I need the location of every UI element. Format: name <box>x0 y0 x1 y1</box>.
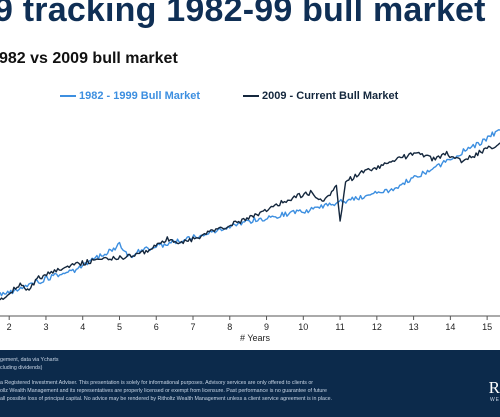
line-chart: 2 3 4 5 6 7 8 9 10 11 12 13 14 15 <box>0 129 500 332</box>
x-tick-label: 5 <box>117 322 122 332</box>
legend-item-2009: 2009 - Current Bull Market <box>243 90 398 102</box>
company-logo: R <box>488 378 500 397</box>
x-tick-label: 2 <box>7 322 12 332</box>
x-ticks: 2 3 4 5 6 7 8 9 10 11 12 13 14 15 <box>7 316 492 332</box>
x-tick-label: 10 <box>298 322 308 332</box>
legend-swatch-2009 <box>243 95 259 97</box>
x-tick-label: 6 <box>154 322 159 332</box>
legend-swatch-1982 <box>60 95 76 97</box>
footnote-source: gement, data via Ycharts <box>0 357 59 363</box>
x-tick-label: 7 <box>191 322 196 332</box>
disclaimer-line-1: a Registered Investment Adviser. This pr… <box>0 380 314 386</box>
x-tick-label: 15 <box>482 322 492 332</box>
series-line-2009-current <box>0 142 500 301</box>
disclaimer-line-3: all possible loss of principal capital. … <box>0 396 333 402</box>
legend-item-1982: 1982 - 1999 Bull Market <box>60 90 200 102</box>
series-line-1982-1999 <box>0 129 500 297</box>
x-tick-label: 12 <box>372 322 382 332</box>
x-tick-label: 13 <box>409 322 419 332</box>
x-tick-label: 3 <box>43 322 48 332</box>
footnote-dividends: cluding dividends) <box>0 365 43 371</box>
chart-title: 9 tracking 1982-99 bull market <box>0 0 486 29</box>
disclaimer-line-2: ollz Wealth Management and its represent… <box>0 388 328 394</box>
x-tick-label: 11 <box>335 322 344 332</box>
legend-label-1982: 1982 - 1999 Bull Market <box>79 90 201 102</box>
series-lines <box>0 129 500 301</box>
x-axis-label: # Years <box>240 333 271 343</box>
x-tick-label: 14 <box>445 322 455 332</box>
x-tick-label: 4 <box>80 322 85 332</box>
footer: gement, data via Ycharts cluding dividen… <box>0 350 500 417</box>
company-logo-subtext: WE <box>489 397 500 403</box>
chart-subtitle: 982 vs 2009 bull market <box>0 50 178 67</box>
legend: 1982 - 1999 Bull Market 2009 - Current B… <box>0 90 500 110</box>
legend-label-2009: 2009 - Current Bull Market <box>262 90 399 102</box>
x-tick-label: 8 <box>227 322 232 332</box>
x-tick-label: 9 <box>264 322 269 332</box>
